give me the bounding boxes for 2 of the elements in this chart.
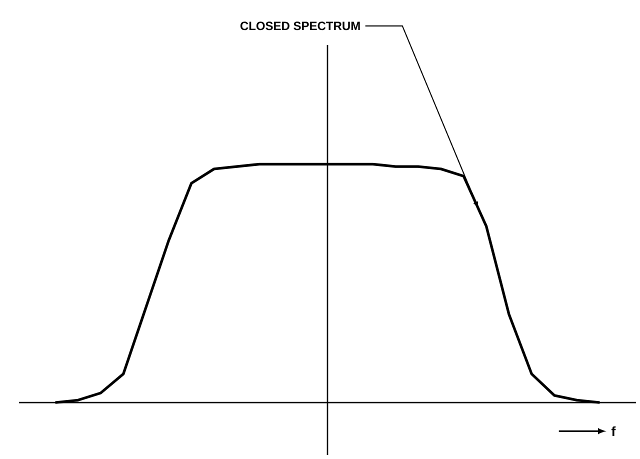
x-axis-title: f <box>611 426 616 436</box>
text: CLOSED SPECTRUM <box>240 22 360 30</box>
